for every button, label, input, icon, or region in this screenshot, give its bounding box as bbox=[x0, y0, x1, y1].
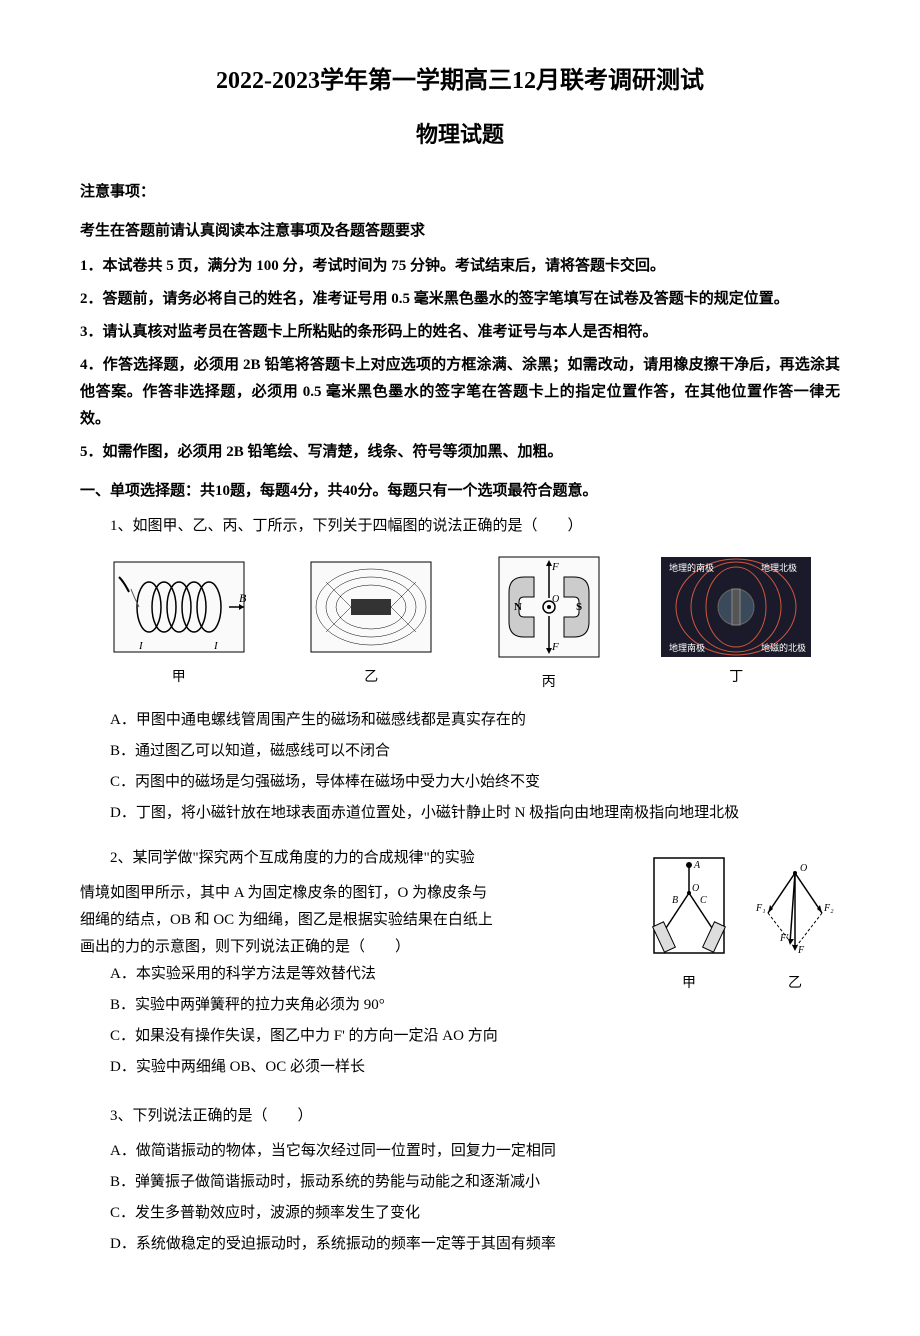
svg-text:O: O bbox=[800, 863, 807, 874]
q3-text: 3、下列说法正确的是（ ） bbox=[80, 1103, 840, 1130]
svg-text:B: B bbox=[672, 895, 678, 906]
svg-text:地理的南极: 地理的南极 bbox=[669, 562, 714, 573]
q2-option-d: D．实验中两细绳 OB、OC 必须一样长 bbox=[80, 1054, 628, 1081]
svg-text:B: B bbox=[239, 591, 247, 605]
q2-figure-yi: O F₁ F₂ F' F 乙 bbox=[750, 853, 840, 996]
svg-text:O: O bbox=[692, 883, 699, 894]
instruction-3: 3．请认真核对监考员在答题卡上所粘贴的条形码上的姓名、准考证号与本人是否相符。 bbox=[80, 319, 840, 346]
question-1: 1、如图甲、乙、丙、丁所示，下列关于四幅图的说法正确的是（ ） B I I 甲 bbox=[80, 513, 840, 827]
iron-filings-icon bbox=[306, 557, 436, 657]
q2-label-yi: 乙 bbox=[788, 971, 802, 996]
q1-figures: B I I 甲 乙 bbox=[80, 552, 840, 695]
svg-text:F': F' bbox=[779, 933, 789, 944]
svg-text:F: F bbox=[551, 561, 559, 573]
q2-option-b: B．实验中两弹簧秤的拉力夹角必须为 90° bbox=[80, 992, 628, 1019]
svg-text:地理南极: 地理南极 bbox=[669, 642, 705, 653]
q2-option-a: A．本实验采用的科学方法是等效替代法 bbox=[80, 961, 628, 988]
page-title: 2022-2023学年第一学期高三12月联考调研测试 bbox=[80, 60, 840, 103]
q1-label-yi: 乙 bbox=[364, 665, 378, 690]
svg-text:F: F bbox=[797, 945, 805, 956]
instruction-5: 5．如需作图，必须用 2B 铅笔绘、写清楚，线条、符号等须加黑、加粗。 bbox=[80, 439, 840, 466]
q3-option-a: A．做简谐振动的物体，当它每次经过同一位置时，回复力一定相同 bbox=[80, 1138, 840, 1165]
q1-figure-yi: 乙 bbox=[306, 557, 436, 690]
svg-text:A: A bbox=[693, 860, 701, 871]
svg-text:地磁的北极: 地磁的北极 bbox=[761, 642, 806, 653]
instruction-1: 1．本试卷共 5 页，满分为 100 分，考试时间为 75 分钟。考试结束后，请… bbox=[80, 253, 840, 280]
instruction-4: 4．作答选择题，必须用 2B 铅笔将答题卡上对应选项的方框涂满、涂黑；如需改动，… bbox=[80, 352, 840, 433]
section-header: 一、单项选择题：共10题，每题4分，共40分。每题只有一个选项最符合题意。 bbox=[80, 478, 840, 505]
q1-figure-bing: N S O F F 丙 bbox=[494, 552, 604, 695]
q2-option-c: C．如果没有操作失误，图乙中力 F' 的方向一定沿 AO 方向 bbox=[80, 1023, 628, 1050]
force-vector-icon: O F₁ F₂ F' F bbox=[750, 853, 840, 963]
q2-label-jia: 甲 bbox=[682, 971, 696, 996]
svg-text:F₁: F₁ bbox=[755, 903, 766, 914]
q2-figure-jia: A O B C 甲 bbox=[644, 853, 734, 996]
q1-option-a: A．甲图中通电螺线管周围产生的磁场和磁感线都是真实存在的 bbox=[80, 707, 840, 734]
q2-line2: 情境如图甲所示，其中 A 为固定橡皮条的图钉，O 为橡皮条与 bbox=[80, 880, 628, 907]
q1-option-b: B．通过图乙可以知道，磁感线可以不闭合 bbox=[80, 738, 840, 765]
notice-header: 注意事项： bbox=[80, 179, 840, 206]
svg-text:地理北极: 地理北极 bbox=[761, 562, 797, 573]
q1-label-ding: 丁 bbox=[729, 665, 743, 690]
svg-text:F₂: F₂ bbox=[823, 903, 834, 914]
svg-text:N: N bbox=[514, 601, 522, 613]
notice-subheader: 考生在答题前请认真阅读本注意事项及各题答题要求 bbox=[80, 218, 840, 245]
q1-figure-ding: 地理的南极 地理北极 地理南极 地磁的北极 丁 bbox=[661, 557, 811, 690]
question-2: 2、某同学做"探究两个互成角度的力的合成规律"的实验 情境如图甲所示，其中 A … bbox=[80, 845, 840, 1085]
q1-text: 1、如图甲、乙、丙、丁所示，下列关于四幅图的说法正确的是（ ） bbox=[80, 513, 840, 540]
solenoid-icon: B I I bbox=[109, 557, 249, 657]
q1-figure-jia: B I I 甲 bbox=[109, 557, 249, 690]
q3-option-b: B．弹簧振子做简谐振动时，振动系统的势能与动能之和逐渐减小 bbox=[80, 1169, 840, 1196]
svg-text:F: F bbox=[551, 641, 559, 653]
q3-option-d: D．系统做稳定的受迫振动时，系统振动的频率一定等于其固有频率 bbox=[80, 1231, 840, 1258]
svg-text:S: S bbox=[576, 601, 582, 613]
force-apparatus-icon: A O B C bbox=[644, 853, 734, 963]
q1-label-jia: 甲 bbox=[172, 665, 186, 690]
magnet-rod-icon: N S O F F bbox=[494, 552, 604, 662]
q1-label-bing: 丙 bbox=[542, 670, 556, 695]
instruction-2: 2．答题前，请务必将自己的姓名，准考证号用 0.5 毫米黑色墨水的签字笔填写在试… bbox=[80, 286, 840, 313]
q2-line3: 细绳的结点，OB 和 OC 为细绳，图乙是根据实验结果在白纸上 bbox=[80, 907, 628, 934]
page-subtitle: 物理试题 bbox=[80, 115, 840, 155]
q2-line1: 2、某同学做"探究两个互成角度的力的合成规律"的实验 bbox=[80, 845, 628, 872]
question-3: 3、下列说法正确的是（ ） A．做简谐振动的物体，当它每次经过同一位置时，回复力… bbox=[80, 1103, 840, 1258]
earth-magnet-icon: 地理的南极 地理北极 地理南极 地磁的北极 bbox=[661, 557, 811, 657]
q1-option-c: C．丙图中的磁场是匀强磁场，导体棒在磁场中受力大小始终不变 bbox=[80, 769, 840, 796]
q3-option-c: C．发生多普勒效应时，波源的频率发生了变化 bbox=[80, 1200, 840, 1227]
svg-text:C: C bbox=[700, 895, 707, 906]
q2-line4: 画出的力的示意图，则下列说法正确的是（ ） bbox=[80, 934, 628, 961]
q1-option-d: D．丁图，将小磁针放在地球表面赤道位置处，小磁针静止时 N 极指向由地理南极指向… bbox=[80, 800, 840, 827]
svg-text:O: O bbox=[552, 594, 559, 605]
